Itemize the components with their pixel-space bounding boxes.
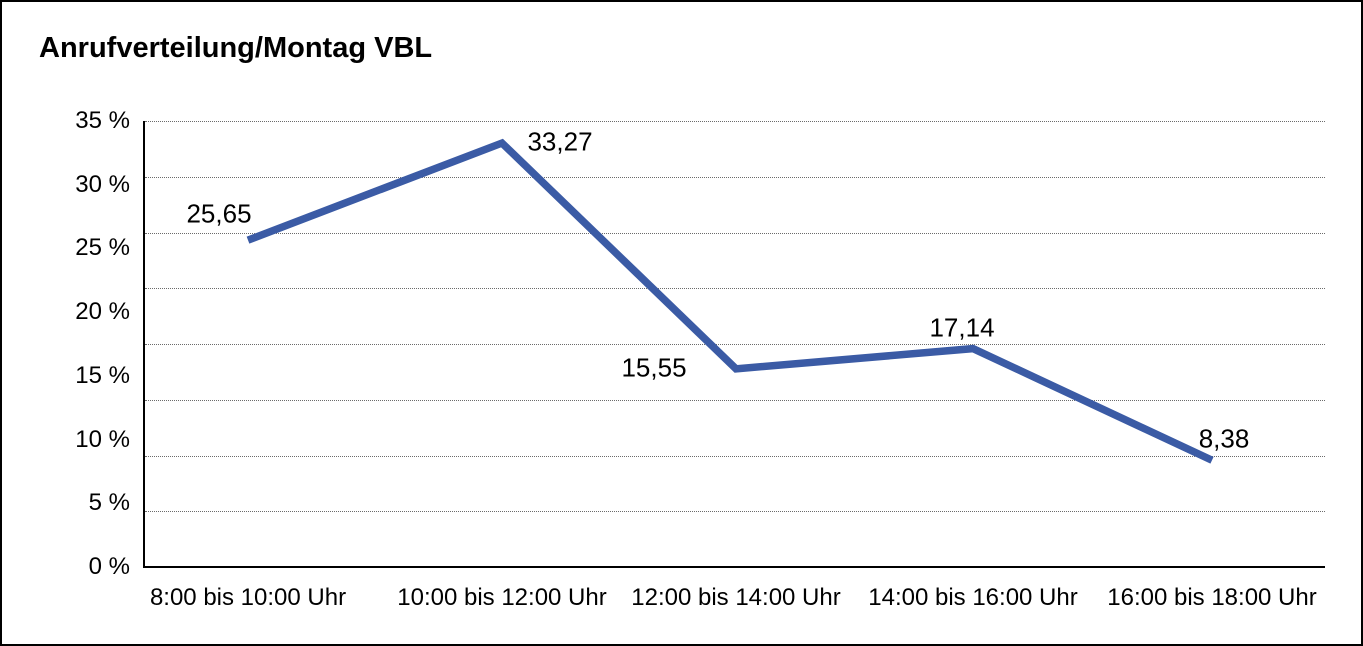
gridline	[145, 344, 1325, 345]
x-axis-line	[143, 566, 1325, 568]
chart-title: Anrufverteilung/Montag VBL	[39, 32, 433, 64]
gridline	[145, 121, 1325, 122]
y-axis-label: 5 %	[88, 489, 130, 517]
x-axis-label: 16:00 bis 18:00 Uhr	[1107, 584, 1317, 611]
y-axis-label: 30 %	[75, 170, 130, 198]
data-line	[246, 138, 1214, 464]
y-axis-label: 35 %	[75, 107, 130, 134]
gridline	[145, 176, 1325, 178]
gridline	[145, 455, 1325, 457]
data-point-label: 8,38	[1198, 423, 1250, 454]
data-point-label: 33,27	[527, 126, 593, 157]
gridline	[145, 511, 1325, 513]
y-axis-label: 25 %	[75, 234, 130, 262]
y-axis-label: 15 %	[75, 361, 130, 389]
data-point-label: 15,55	[621, 352, 687, 383]
x-axis-label: 14:00 bis 16:00 Uhr	[868, 584, 1078, 611]
x-axis-label: 8:00 bis 10:00 Uhr	[149, 584, 347, 611]
y-axis-label: 10 %	[75, 425, 130, 453]
y-axis-line	[143, 121, 145, 568]
data-point-label: 25,65	[186, 198, 252, 229]
data-point-label: 17,14	[929, 312, 995, 343]
y-axis-label: 0 %	[88, 553, 130, 580]
gridline	[145, 232, 1325, 234]
gridline	[145, 288, 1325, 290]
x-axis-label: 10:00 bis 12:00 Uhr	[397, 584, 607, 611]
y-axis-label: 20 %	[75, 298, 130, 326]
x-axis-label: 12:00 bis 14:00 Uhr	[631, 584, 841, 611]
gridline	[145, 399, 1325, 401]
